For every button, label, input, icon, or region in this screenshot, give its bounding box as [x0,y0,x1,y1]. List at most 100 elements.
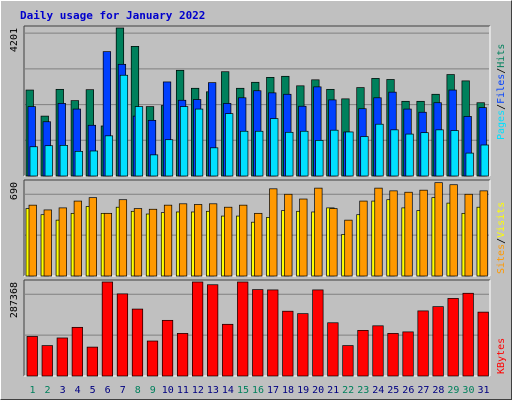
x-tick-label-day-17: 17 [267,385,279,396]
legend-files: Files [496,74,507,104]
chart-title: Daily usage for January 2022 [20,9,206,22]
bar-kbytes-day-14 [222,323,234,377]
bar-sites-day-16 [254,212,263,277]
bar-sites-day-6 [103,212,113,277]
bar-kbytes-day-1 [26,336,38,377]
x-tick-label-day-6: 6 [105,385,111,396]
bar-pages-day-2 [44,145,53,177]
bar-kbytes-day-24 [372,325,384,377]
bar-kbytes-day-3 [56,337,68,377]
bar-pages-day-19 [300,130,309,177]
bar-sites-day-30 [464,193,473,277]
bar-pages-day-4 [74,150,83,177]
legend-separator: / [496,68,507,74]
x-tick-label-day-4: 4 [75,385,81,396]
x-tick-label-day-5: 5 [90,385,96,396]
bar-kbytes-day-31 [477,311,489,377]
x-tick-label-day-15: 15 [237,385,249,396]
bar-kbytes-day-30 [462,292,474,377]
legend-panel-2: Sites/Visits [496,202,507,274]
bar-kbytes-day-5 [86,346,98,377]
bar-sites-day-27 [419,189,428,277]
bar-sites-day-9 [148,208,158,277]
bar-pages-day-9 [149,154,159,177]
bar-pages-day-18 [285,131,294,177]
bar-pages-day-28 [435,129,444,177]
y-max-label-kbytes: 287368 [9,282,20,318]
bar-pages-day-29 [450,130,459,177]
bar-sites-day-5 [88,197,97,277]
x-tick-label-day-2: 2 [45,385,51,396]
bar-pages-day-22 [345,131,354,177]
bar-kbytes-day-19 [297,313,309,377]
x-tick-label-day-3: 3 [60,385,66,396]
bar-kbytes-day-12 [192,281,204,377]
legend-kbytes: KBytes [496,338,507,374]
x-tick-label-day-30: 30 [462,385,474,396]
x-tick-label-day-19: 19 [297,385,309,396]
bar-sites-day-3 [58,207,67,277]
bar-pages-day-7 [119,74,129,177]
bar-kbytes-day-23 [357,330,369,377]
legend-separator: / [496,238,507,244]
bar-kbytes-day-10 [161,319,174,377]
x-tick-label-day-11: 11 [177,385,189,396]
bar-pages-day-24 [375,123,384,177]
bar-pages-day-14 [225,113,234,177]
x-tick-label-day-25: 25 [387,385,399,396]
bar-pages-day-26 [405,133,414,177]
bar-pages-day-21 [330,129,339,177]
x-tick-label-day-12: 12 [192,385,204,396]
y-max-label-hits-files-pages: 4201 [9,28,20,52]
bar-sites-day-25 [389,190,398,277]
bar-sites-day-24 [374,187,383,277]
bar-pages-day-15 [240,130,249,177]
bar-pages-day-23 [360,136,369,177]
bar-pages-day-8 [134,106,144,177]
x-tick-label-day-13: 13 [207,385,219,396]
x-tick-label-day-8: 8 [135,385,141,396]
bar-sites-day-31 [479,190,488,277]
bar-sites-day-29 [449,184,458,277]
bar-pages-day-13 [210,147,219,177]
bar-kbytes-day-6 [101,281,114,377]
x-tick-label-day-21: 21 [327,385,339,396]
bar-pages-day-11 [179,106,189,177]
bar-sites-day-28 [434,182,443,277]
bar-pages-day-17 [270,118,279,177]
x-tick-label-day-26: 26 [402,385,414,396]
bar-sites-day-4 [73,200,82,277]
bar-kbytes-day-26 [402,331,414,377]
bar-kbytes-day-9 [146,340,159,377]
bar-kbytes-day-17 [267,289,279,377]
bar-kbytes-day-15 [237,281,249,377]
bar-sites-day-20 [314,187,323,277]
x-tick-label-day-24: 24 [372,385,384,396]
bar-kbytes-day-29 [447,298,459,377]
x-tick-label-day-14: 14 [222,385,234,396]
x-tick-label-day-23: 23 [357,385,369,396]
bar-pages-day-27 [420,132,429,177]
bar-pages-day-20 [315,140,324,177]
bar-kbytes-day-27 [417,310,429,377]
x-tick-label-day-20: 20 [312,385,324,396]
x-tick-label-day-7: 7 [120,385,126,396]
bar-kbytes-day-2 [41,345,53,377]
bar-pages-day-5 [89,150,98,177]
bar-kbytes-day-8 [131,308,144,377]
legend-pages: Pages [496,110,507,140]
bar-sites-day-21 [329,208,338,277]
x-tick-label-day-1: 1 [30,385,36,396]
bar-sites-day-2 [43,209,52,277]
bar-pages-day-16 [255,130,264,177]
legend-visits: Visits [496,202,507,238]
bar-pages-day-25 [390,129,399,177]
bar-kbytes-day-25 [387,333,399,377]
legend-sites: Sites [496,244,507,274]
bar-sites-day-17 [269,188,278,277]
bar-sites-day-13 [209,203,218,277]
bar-kbytes-day-18 [282,310,294,377]
bar-kbytes-day-16 [252,289,264,377]
bar-sites-day-19 [299,198,308,277]
bar-kbytes-day-4 [71,326,83,377]
